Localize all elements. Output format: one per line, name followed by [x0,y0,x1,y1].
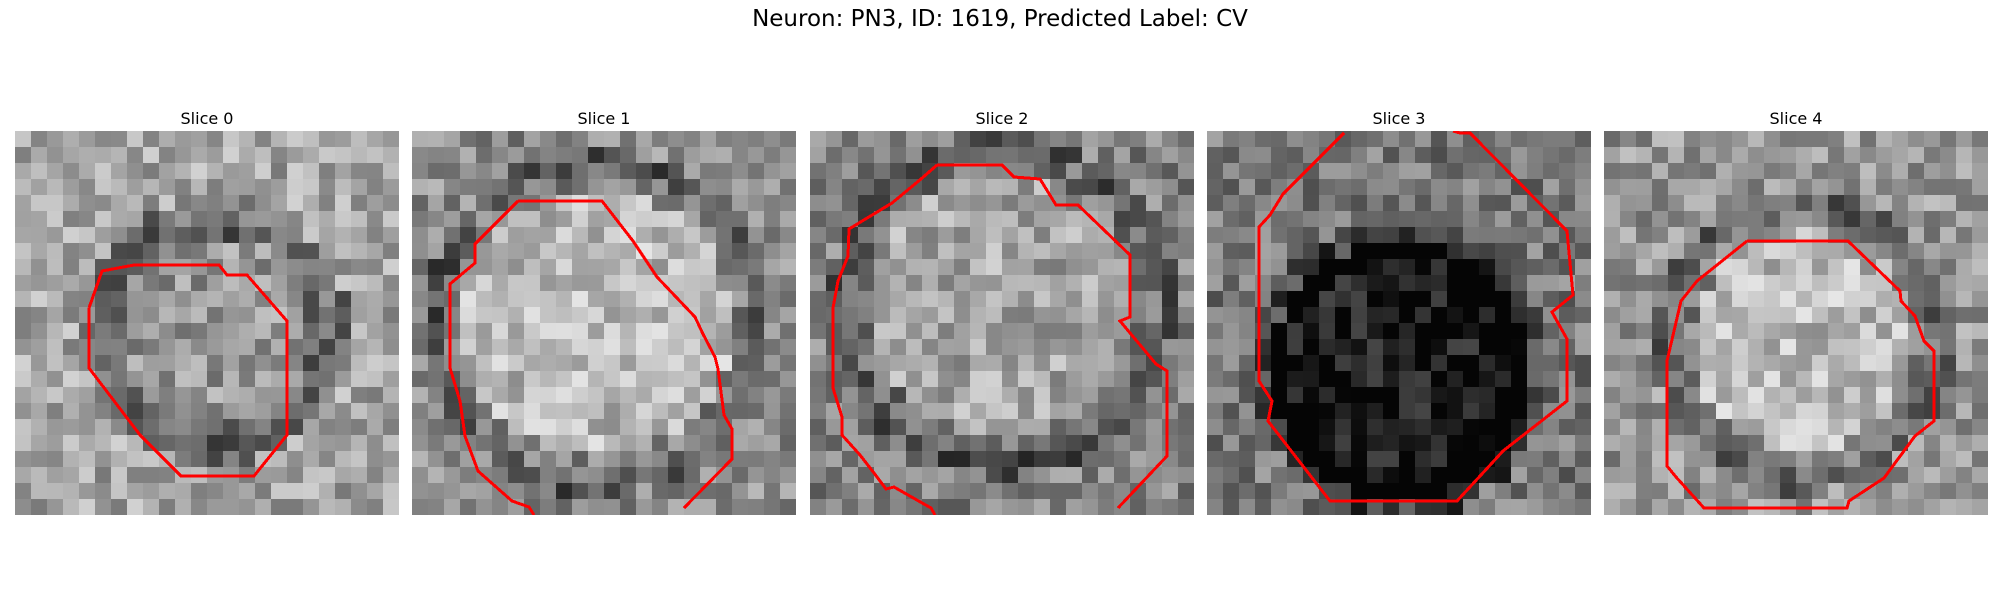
contour-line [448,199,536,515]
slice-image [1207,131,1591,515]
contour-line [831,163,938,515]
slice-title: Slice 3 [1372,109,1426,128]
slice-image [412,131,796,515]
slice-panel-1: Slice 1 [412,107,796,515]
slice-title: Slice 1 [577,109,631,128]
slice-image [1604,131,1988,515]
figure-title: Neuron: PN3, ID: 1619, Predicted Label: … [752,6,1248,32]
contour-line [87,263,289,478]
slice-panel-2: Slice 2 [810,107,1194,515]
slice-panel-3: Slice 3 [1207,107,1591,515]
slice-image [810,131,1194,515]
contour-line [518,199,734,510]
slice-title: Slice 0 [180,109,234,128]
contour-line [1257,131,1575,503]
contour-line [937,163,1169,510]
slice-title: Slice 2 [975,109,1029,128]
slice-title: Slice 4 [1769,109,1823,128]
slice-panel-0: Slice 0 [15,107,399,515]
contour-line [1665,239,1936,510]
slice-panel-4: Slice 4 [1604,107,1988,515]
slice-image [15,131,399,515]
